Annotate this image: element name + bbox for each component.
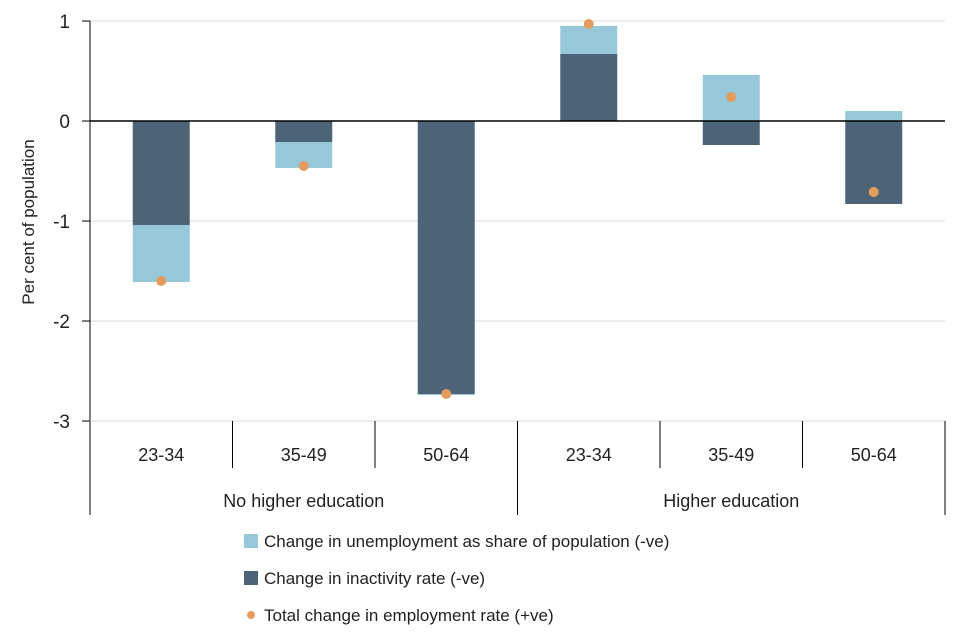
x-category-label: 23-34 bbox=[566, 445, 612, 465]
legend-marker-square bbox=[244, 571, 258, 585]
x-category-label: 23-34 bbox=[138, 445, 184, 465]
y-tick-label: 0 bbox=[59, 112, 70, 133]
y-tick-label: -1 bbox=[53, 212, 70, 233]
bar-inactivity bbox=[275, 121, 333, 142]
points bbox=[156, 19, 879, 399]
bar-unemployment bbox=[560, 26, 618, 54]
x-category-label: 35-49 bbox=[708, 445, 754, 465]
point-total-employment bbox=[298, 161, 309, 171]
x-category-labels: 23-34 35-49 50-64 23-34 35-49 50-64 No higher … bbox=[138, 445, 897, 511]
x-category-label: 50-64 bbox=[423, 445, 469, 465]
legend-marker-circle bbox=[247, 611, 255, 619]
point-total-employment bbox=[583, 19, 594, 29]
legend-label: Total change in employment rate (+ve) bbox=[264, 606, 554, 625]
point-total-employment bbox=[441, 389, 452, 399]
y-axis-label: Per cent of population bbox=[19, 139, 38, 304]
point-total-employment bbox=[156, 276, 167, 286]
bar-inactivity bbox=[132, 121, 190, 225]
bar-inactivity bbox=[417, 121, 475, 394]
y-tick-label: 1 bbox=[59, 12, 70, 33]
bar-inactivity bbox=[560, 54, 618, 121]
bars bbox=[132, 26, 903, 395]
legend: Change in unemployment as share of popul… bbox=[244, 532, 669, 625]
legend-label: Change in inactivity rate (-ve) bbox=[264, 569, 485, 588]
y-tick-labels: 1 0 -1 -2 -3 bbox=[53, 12, 70, 433]
x-category-label: 50-64 bbox=[851, 445, 897, 465]
legend-marker-square bbox=[244, 534, 258, 548]
point-total-employment bbox=[726, 92, 737, 102]
bar-unemployment bbox=[132, 225, 190, 282]
bar-inactivity bbox=[702, 121, 760, 145]
x-group-label: No higher education bbox=[223, 491, 384, 511]
legend-label: Change in unemployment as share of popul… bbox=[264, 532, 669, 551]
x-category-label: 35-49 bbox=[281, 445, 327, 465]
axes bbox=[82, 20, 946, 515]
y-tick-label: -2 bbox=[53, 312, 70, 333]
gridlines bbox=[90, 20, 945, 422]
y-tick-label: -3 bbox=[53, 412, 70, 433]
bar-unemployment bbox=[845, 111, 903, 121]
point-total-employment bbox=[868, 187, 879, 197]
x-group-label: Higher education bbox=[663, 491, 799, 511]
